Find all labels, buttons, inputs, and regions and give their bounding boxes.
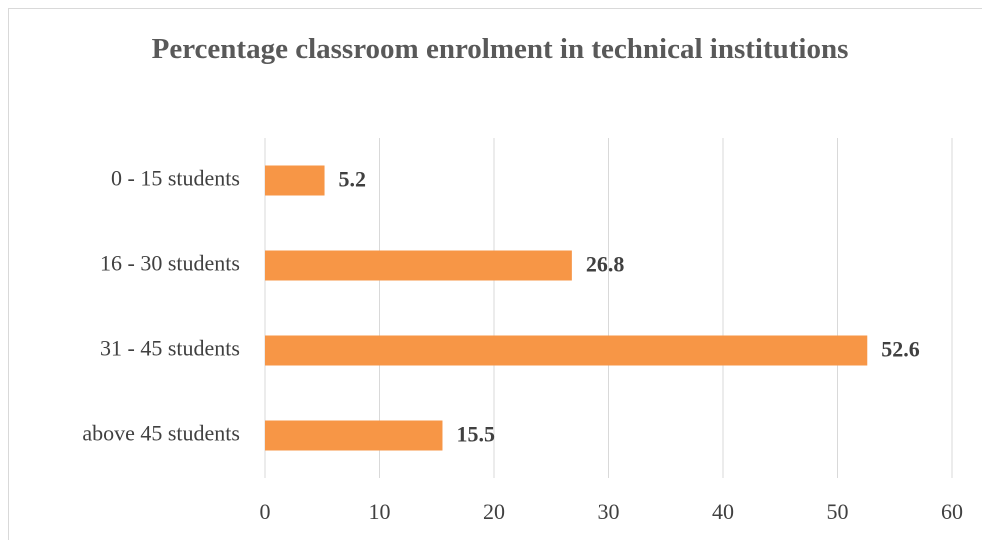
data-label: 26.8 bbox=[586, 252, 625, 277]
chart-border bbox=[8, 8, 982, 540]
data-label: 15.5 bbox=[456, 422, 495, 447]
bar bbox=[265, 165, 325, 196]
y-tick-label: above 45 students bbox=[82, 421, 240, 446]
data-label: 52.6 bbox=[881, 337, 920, 362]
x-tick-label: 10 bbox=[369, 499, 391, 524]
bar bbox=[265, 335, 868, 366]
bar bbox=[265, 250, 572, 281]
x-tick-label: 60 bbox=[941, 499, 963, 524]
data-label: 5.2 bbox=[339, 167, 367, 192]
y-tick-label: 16 - 30 students bbox=[100, 251, 240, 276]
x-tick-label: 40 bbox=[712, 499, 734, 524]
chart-title: Percentage classroom enrolment in techni… bbox=[151, 33, 849, 65]
x-tick-label: 0 bbox=[260, 499, 271, 524]
x-tick-label: 50 bbox=[827, 499, 849, 524]
x-tick-label: 20 bbox=[483, 499, 505, 524]
y-tick-label: 0 - 15 students bbox=[111, 166, 240, 191]
y-tick-label: 31 - 45 students bbox=[100, 336, 240, 361]
x-tick-label: 30 bbox=[598, 499, 620, 524]
bar bbox=[265, 420, 443, 451]
